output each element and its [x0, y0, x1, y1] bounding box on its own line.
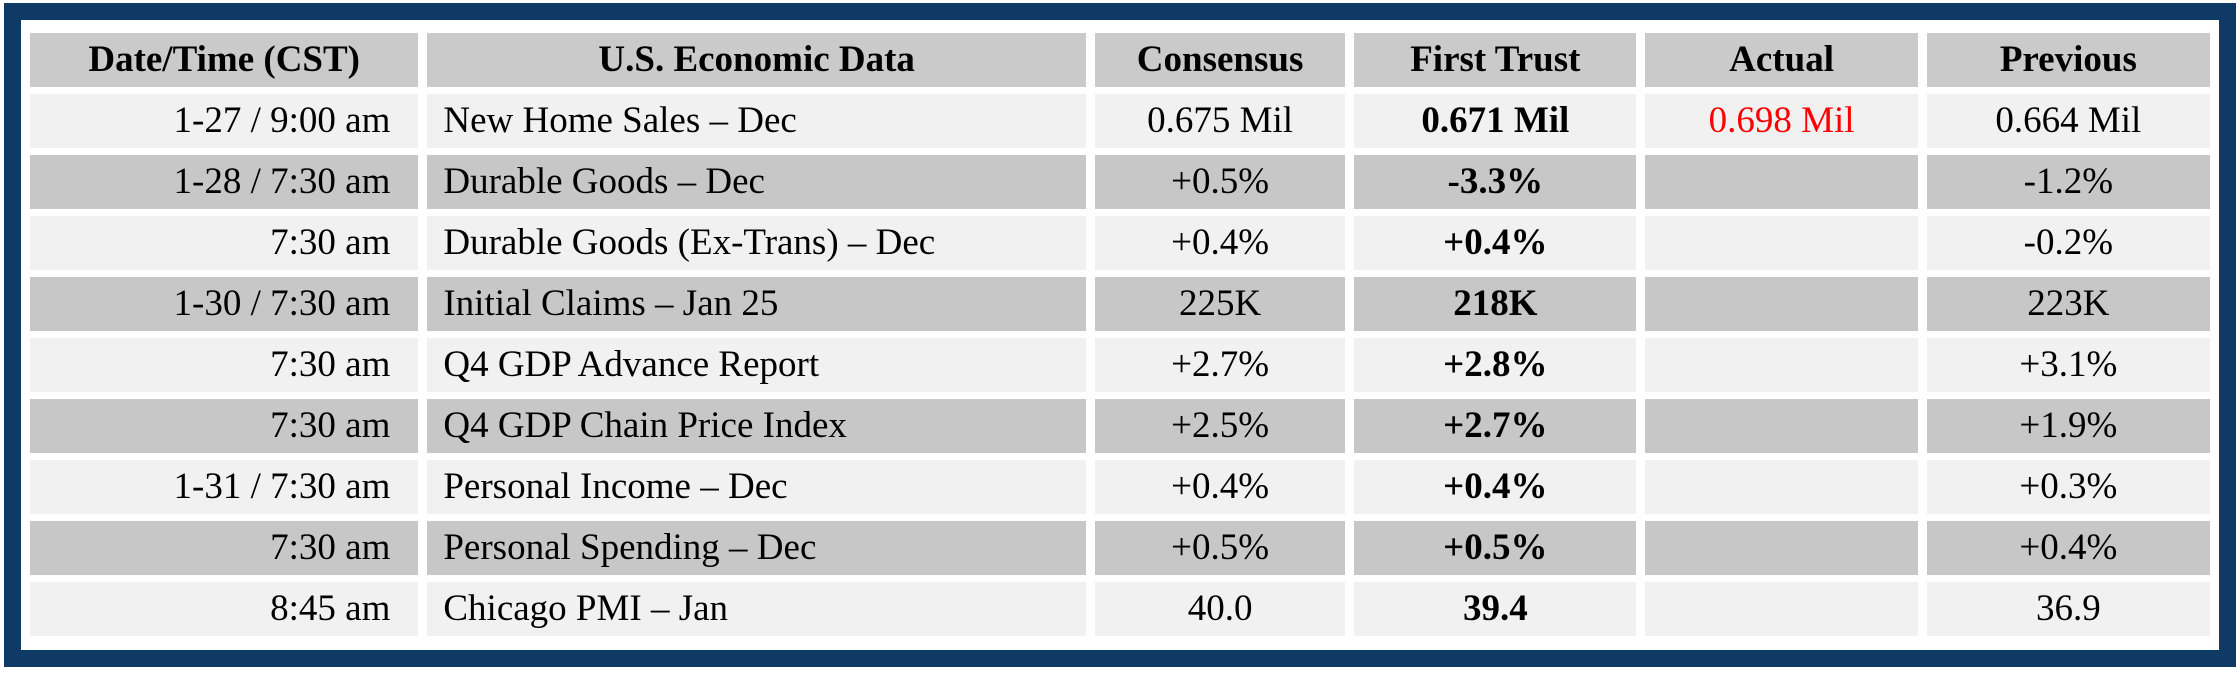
cell-indicator: Personal Income – Dec: [427, 460, 1086, 514]
cell-first-trust: +0.4%: [1354, 216, 1637, 270]
table-row: 8:45 am Chicago PMI – Jan 40.0 39.4 36.9: [30, 582, 2210, 636]
cell-indicator: Durable Goods – Dec: [427, 155, 1086, 209]
economic-data-table: Date/Time (CST) U.S. Economic Data Conse…: [21, 26, 2219, 643]
cell-first-trust: +2.7%: [1354, 399, 1637, 453]
column-header-actual: Actual: [1645, 33, 1918, 87]
table-row: 1-28 / 7:30 am Durable Goods – Dec +0.5%…: [30, 155, 2210, 209]
cell-indicator: Chicago PMI – Jan: [427, 582, 1086, 636]
table-row: 1-27 / 9:00 am New Home Sales – Dec 0.67…: [30, 94, 2210, 148]
cell-consensus: +0.4%: [1094, 460, 1346, 514]
cell-actual: [1645, 338, 1918, 392]
cell-previous: -0.2%: [1926, 216, 2210, 270]
cell-previous: 223K: [1926, 277, 2210, 331]
economic-table-frame: Date/Time (CST) U.S. Economic Data Conse…: [4, 3, 2236, 667]
table-row: 7:30 am Q4 GDP Chain Price Index +2.5% +…: [30, 399, 2210, 453]
cell-previous: 36.9: [1926, 582, 2210, 636]
cell-datetime: 7:30 am: [30, 399, 419, 453]
cell-actual: [1645, 155, 1918, 209]
cell-first-trust: 218K: [1354, 277, 1637, 331]
cell-previous: +1.9%: [1926, 399, 2210, 453]
cell-consensus: 40.0: [1094, 582, 1346, 636]
cell-datetime: 1-31 / 7:30 am: [30, 460, 419, 514]
header-row: Date/Time (CST) U.S. Economic Data Conse…: [30, 33, 2210, 87]
cell-actual: [1645, 460, 1918, 514]
column-header-first-trust: First Trust: [1354, 33, 1637, 87]
cell-first-trust: -3.3%: [1354, 155, 1637, 209]
column-header-previous: Previous: [1926, 33, 2210, 87]
cell-indicator: Personal Spending – Dec: [427, 521, 1086, 575]
cell-datetime: 1-30 / 7:30 am: [30, 277, 419, 331]
cell-datetime: 8:45 am: [30, 582, 419, 636]
table-row: 7:30 am Durable Goods (Ex-Trans) – Dec +…: [30, 216, 2210, 270]
table-row: 1-30 / 7:30 am Initial Claims – Jan 25 2…: [30, 277, 2210, 331]
cell-datetime: 1-27 / 9:00 am: [30, 94, 419, 148]
cell-first-trust: 0.671 Mil: [1354, 94, 1637, 148]
table-row: 7:30 am Q4 GDP Advance Report +2.7% +2.8…: [30, 338, 2210, 392]
cell-datetime: 7:30 am: [30, 521, 419, 575]
column-header-indicator: U.S. Economic Data: [427, 33, 1086, 87]
cell-previous: +0.3%: [1926, 460, 2210, 514]
column-header-consensus: Consensus: [1094, 33, 1346, 87]
cell-consensus: 225K: [1094, 277, 1346, 331]
cell-datetime: 7:30 am: [30, 216, 419, 270]
cell-consensus: 0.675 Mil: [1094, 94, 1346, 148]
cell-previous: +0.4%: [1926, 521, 2210, 575]
cell-first-trust: +0.4%: [1354, 460, 1637, 514]
cell-first-trust: 39.4: [1354, 582, 1637, 636]
cell-consensus: +2.5%: [1094, 399, 1346, 453]
cell-previous: 0.664 Mil: [1926, 94, 2210, 148]
cell-first-trust: +2.8%: [1354, 338, 1637, 392]
cell-actual: [1645, 521, 1918, 575]
cell-actual: 0.698 Mil: [1645, 94, 1918, 148]
cell-first-trust: +0.5%: [1354, 521, 1637, 575]
table-row: 7:30 am Personal Spending – Dec +0.5% +0…: [30, 521, 2210, 575]
cell-indicator: Initial Claims – Jan 25: [427, 277, 1086, 331]
cell-actual: [1645, 277, 1918, 331]
cell-previous: -1.2%: [1926, 155, 2210, 209]
cell-actual: [1645, 216, 1918, 270]
cell-indicator: New Home Sales – Dec: [427, 94, 1086, 148]
column-header-datetime: Date/Time (CST): [30, 33, 419, 87]
cell-previous: +3.1%: [1926, 338, 2210, 392]
cell-datetime: 1-28 / 7:30 am: [30, 155, 419, 209]
cell-actual: [1645, 399, 1918, 453]
cell-consensus: +0.5%: [1094, 521, 1346, 575]
cell-indicator: Durable Goods (Ex-Trans) – Dec: [427, 216, 1086, 270]
cell-consensus: +2.7%: [1094, 338, 1346, 392]
cell-actual: [1645, 582, 1918, 636]
cell-indicator: Q4 GDP Chain Price Index: [427, 399, 1086, 453]
cell-consensus: +0.5%: [1094, 155, 1346, 209]
cell-indicator: Q4 GDP Advance Report: [427, 338, 1086, 392]
table-row: 1-31 / 7:30 am Personal Income – Dec +0.…: [30, 460, 2210, 514]
cell-consensus: +0.4%: [1094, 216, 1346, 270]
cell-datetime: 7:30 am: [30, 338, 419, 392]
